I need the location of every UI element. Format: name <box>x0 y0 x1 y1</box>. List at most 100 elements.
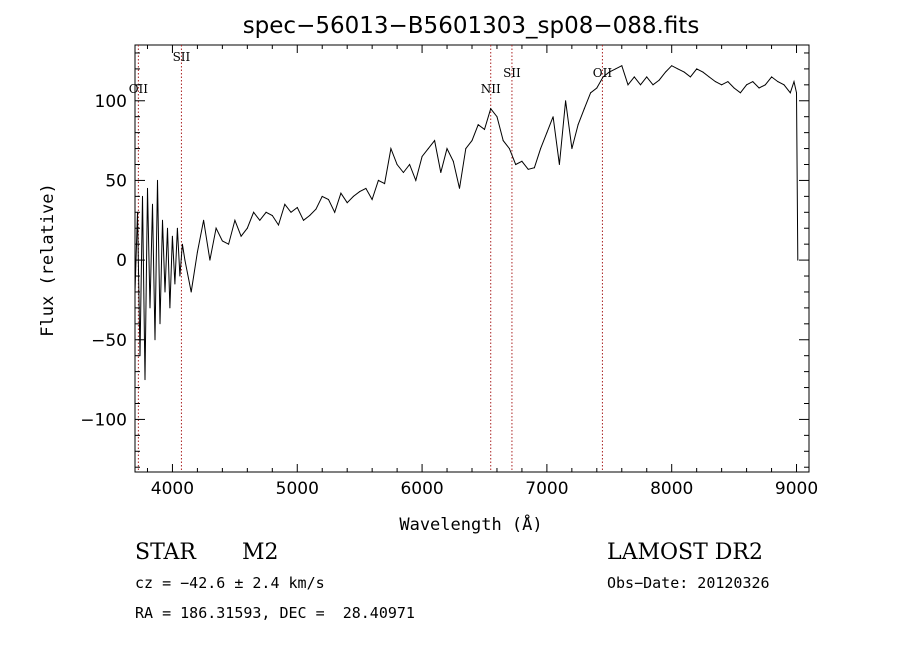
spectrum-point <box>496 116 498 118</box>
spectrum-point <box>171 235 173 237</box>
spectrum-point <box>764 84 766 86</box>
x-tick-label: 4000 <box>151 479 194 499</box>
line-marker-label: SII <box>173 50 191 64</box>
spectrum-point <box>278 224 279 226</box>
spectrum-point <box>142 195 143 197</box>
spectrum-point <box>789 92 791 94</box>
spectrum-point <box>446 148 448 150</box>
spectrum-point <box>797 259 799 261</box>
spectrum-point <box>793 81 795 83</box>
spectrum-point <box>365 187 367 189</box>
spectrum-point <box>234 219 236 221</box>
spectrum-point <box>583 108 585 110</box>
spectrum-point <box>627 84 629 86</box>
spectrum-point <box>384 183 386 185</box>
spectrum-point <box>190 291 192 293</box>
spectrum-point <box>309 215 311 216</box>
coordinates: RA = 186.31593, DEC = 28.40971 <box>135 604 415 622</box>
plot-frame <box>134 44 810 473</box>
spectrum-point <box>671 65 673 67</box>
spectrum-point <box>334 211 336 213</box>
spectrum-point <box>215 227 217 229</box>
spectrum-point <box>390 148 392 150</box>
spectrum-point <box>459 187 460 189</box>
spectrum-point <box>708 76 710 78</box>
spectrum-point <box>359 191 361 193</box>
spectrum-point <box>284 203 286 205</box>
spectrum-point <box>796 92 797 94</box>
spectrum-point <box>203 219 205 221</box>
spectrum-point <box>184 259 186 261</box>
spectrum-point <box>144 379 146 381</box>
x-tick-label: 8000 <box>650 479 693 499</box>
spectrum-point <box>174 283 176 285</box>
line-marker-label: SII <box>503 66 521 80</box>
spectrum-point <box>739 92 741 94</box>
spectrum-point <box>602 76 604 78</box>
spectrum-point <box>565 100 567 102</box>
spectrum-point <box>621 65 623 67</box>
spectrum-point <box>179 275 181 277</box>
spectrum-point <box>502 140 504 142</box>
spectrum-point <box>752 81 754 83</box>
spectrum-point <box>396 164 398 165</box>
spectrum-point <box>646 76 648 78</box>
spectrum-point <box>209 259 211 261</box>
spectrum-point <box>147 187 148 189</box>
survey-name: LAMOST DR2 <box>607 540 763 565</box>
x-tick-label: 7000 <box>525 479 568 499</box>
spectrum-point <box>427 148 429 150</box>
spectrum-point <box>377 179 379 181</box>
spectrum-point <box>608 71 610 73</box>
spectrum-point <box>702 71 704 73</box>
spectrum-point <box>159 323 161 325</box>
spectrum-point <box>167 227 168 229</box>
spectrum-point <box>321 195 323 197</box>
spectrum-point <box>328 199 329 200</box>
spectrum-point <box>452 160 454 162</box>
spectrum-point <box>246 227 248 229</box>
y-axis-label: Flux (relative) <box>38 183 58 337</box>
spectrum-point <box>471 140 473 142</box>
object-subclass: M2 <box>242 540 279 565</box>
spectrum-point <box>346 202 348 204</box>
line-marker-label: OII <box>129 82 149 96</box>
spectrum-point <box>315 208 317 210</box>
spectrum-point <box>271 215 273 216</box>
spectrum-point <box>290 211 292 213</box>
spectrum-point <box>546 132 548 134</box>
spectrum-point <box>508 148 510 150</box>
spectrum-point <box>253 211 255 213</box>
spectrum-point <box>477 124 479 126</box>
spectrum-line <box>134 64 799 380</box>
observation-date: Obs−Date: 20120326 <box>607 574 770 592</box>
spectrum-point <box>240 235 242 237</box>
spectrum-point <box>746 84 748 86</box>
spectrum-point <box>771 76 773 78</box>
spectrum-point <box>296 207 298 208</box>
spectrum-point <box>371 199 373 200</box>
line-marker-label: OII <box>593 66 613 80</box>
spectrum-point <box>484 128 485 130</box>
x-tick-label: 5000 <box>276 479 319 499</box>
spectrum-point <box>721 84 723 86</box>
spectrum-point <box>665 71 666 73</box>
spectrum-point <box>683 71 685 73</box>
spectrum-point <box>157 179 158 181</box>
spectrum-point <box>259 219 261 221</box>
spectrum-point <box>340 192 342 194</box>
spectrum-point <box>162 219 163 221</box>
spectrum-point <box>152 203 153 205</box>
redshift-velocity: cz = −42.6 ± 2.4 km/s <box>135 574 325 592</box>
chart-title: spec−56013−B5601303_sp08−088.fits <box>243 13 700 39</box>
spectrum-point <box>465 148 467 150</box>
spectrum-point <box>169 307 171 309</box>
spectrum-point <box>196 251 198 253</box>
spectrum-point <box>421 156 423 157</box>
line-marker-label: NII <box>481 82 501 96</box>
spectrum-point <box>596 87 598 89</box>
spectrum-point <box>714 81 716 83</box>
y-tick-label: −100 <box>80 410 127 430</box>
spectrum-point <box>558 164 560 165</box>
